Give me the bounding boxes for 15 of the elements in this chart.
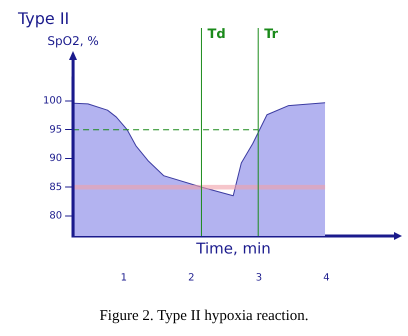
y-tick-label: 85 (49, 182, 62, 193)
x-tick-label: 1 (120, 272, 127, 284)
caption: Figure 2. Type II hypoxia reaction. (98, 308, 310, 325)
ref-line-label: Td (207, 26, 226, 42)
ref-line-label: Tr (264, 26, 279, 42)
y-tick-label: 100 (42, 96, 62, 107)
y-tick-label: 90 (49, 153, 62, 164)
x-axis-title: Time, min (195, 239, 271, 258)
y-tick-label: 80 (49, 210, 62, 222)
y-tick-label: 95 (49, 124, 62, 136)
x-tick-label: 2 (188, 272, 195, 284)
chart-title: Type II (17, 9, 70, 28)
y-axis-title: SpO2, % (47, 34, 99, 48)
x-tick-label: 4 (323, 272, 330, 284)
x-tick-label: 3 (256, 272, 262, 284)
